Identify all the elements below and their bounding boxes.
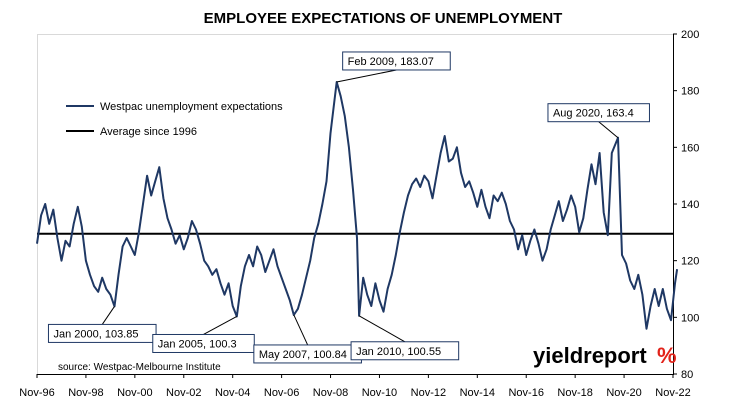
logo-wordmark: yieldreport — [533, 343, 647, 368]
x-tick-label: Nov-04 — [215, 387, 250, 399]
x-tick-label: Nov-20 — [606, 387, 641, 399]
chart-title: EMPLOYEE EXPECTATIONS OF UNEMPLOYMENT — [204, 10, 563, 27]
y-tick-label: 140 — [681, 199, 699, 211]
annotations: Feb 2009, 183.07 Aug 2020, 163.4 Jan 2000,… — [47, 51, 650, 364]
annotation-label: Aug 2020, 163.4 — [553, 108, 634, 120]
annotation-box — [152, 333, 255, 353]
x-axis-ticks: Nov-96 Nov-98 Nov-00 Nov-02 Nov-04 Nov-06 Nov-… — [19, 374, 691, 399]
annotation: Feb 2009, 183.07 — [336, 51, 451, 83]
annotation-label: Jan 2000, 103.85 — [53, 328, 138, 340]
x-tick-label: Nov-06 — [264, 387, 299, 399]
x-tick-label: Nov-18 — [557, 387, 592, 399]
x-tick-label: Nov-14 — [460, 387, 495, 399]
annotation-box — [350, 341, 460, 361]
source-note: source: Westpac-Melbourne Institute — [58, 362, 221, 373]
annotation: Aug 2020, 163.4 — [547, 103, 650, 139]
y-tick-label: 160 — [681, 142, 699, 154]
x-tick-label: Nov-08 — [313, 387, 348, 399]
annotation-box — [342, 51, 451, 71]
annotation: Jan 2010, 100.55 — [350, 315, 460, 361]
legend: Westpac unemployment expectations Averag… — [66, 101, 283, 138]
y-tick-label: 180 — [681, 86, 699, 98]
annotation: Jan 2005, 100.3 — [152, 316, 255, 353]
y-tick-label: 200 — [681, 29, 699, 41]
x-tick-label: Nov-10 — [362, 387, 397, 399]
y-tick-label: 80 — [681, 369, 693, 381]
unemployment-expectations-line — [36, 81, 679, 330]
x-tick-label: Nov-16 — [508, 387, 543, 399]
annotation-label: Feb 2009, 183.07 — [348, 56, 434, 68]
annotation-leader — [293, 314, 309, 346]
y-axis-ticks: 80 100 120 140 160 180 200 — [673, 29, 699, 381]
x-tick-label: Nov-02 — [166, 387, 201, 399]
x-tick-label: Nov-22 — [655, 387, 690, 399]
annotation-label: Jan 2005, 100.3 — [158, 338, 237, 350]
annotation-label: May 2007, 100.84 — [259, 349, 347, 361]
annotation-box — [47, 323, 157, 343]
x-tick-label: Nov-96 — [19, 387, 54, 399]
annotation-leader — [101, 306, 115, 325]
annotation-leader — [203, 316, 238, 335]
yieldreport-logo: yieldreport % — [533, 343, 677, 368]
x-tick-label: Nov-98 — [68, 387, 103, 399]
x-tick-label: Nov-00 — [117, 387, 152, 399]
legend-label-westpac: Westpac unemployment expectations — [100, 101, 283, 113]
legend-label-average: Average since 1996 — [100, 126, 197, 138]
annotation-label: Jan 2010, 100.55 — [356, 346, 441, 358]
annotation-box — [547, 103, 650, 123]
annotation-leader — [598, 121, 619, 139]
annotation-leader — [336, 69, 397, 83]
plot-area — [37, 34, 674, 375]
x-tick-label: Nov-12 — [411, 387, 446, 399]
annotation-leader — [358, 315, 406, 343]
y-tick-label: 100 — [681, 312, 699, 324]
y-tick-label: 120 — [681, 256, 699, 268]
annotation: May 2007, 100.84 — [253, 314, 362, 364]
series-layer — [36, 81, 679, 330]
logo-percent-icon: % — [657, 343, 677, 368]
annotation: Jan 2000, 103.85 — [47, 306, 157, 343]
